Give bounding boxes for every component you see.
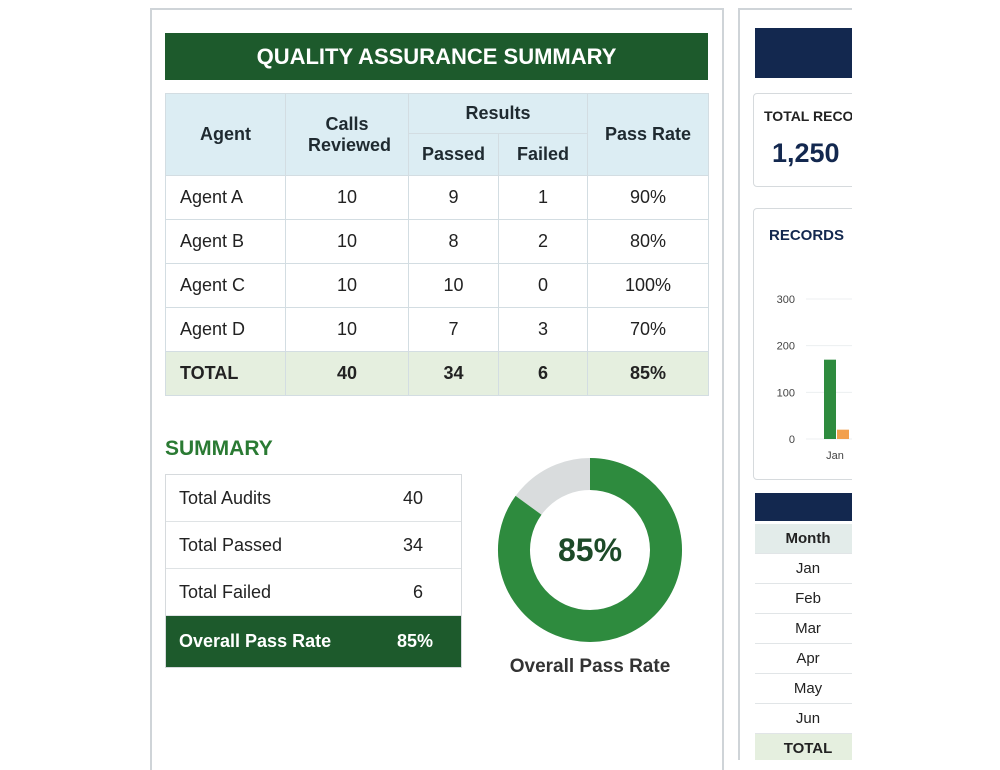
- month-cell: Apr: [755, 644, 852, 674]
- table-cell: Agent C: [165, 263, 286, 308]
- table-cell: 10: [285, 263, 409, 308]
- header-cell: Calls Reviewed: [285, 93, 409, 176]
- summary-cell: 6: [412, 581, 423, 602]
- summary-table: Total Audits 40 Total Passed 34 Total Failed…: [165, 474, 462, 668]
- table-cell: 80%: [587, 219, 709, 264]
- summary-cell: 40: [402, 487, 423, 508]
- records-card: RECORDS 0 100 200 300 Jan: [753, 208, 852, 480]
- header-bar: [755, 28, 852, 78]
- total-row: TOTAL 40 34 6 85%: [165, 351, 709, 396]
- header-cell: Pass Rate: [587, 93, 709, 176]
- month-cell: Mar: [755, 614, 852, 644]
- donut-chart: 85%: [498, 458, 682, 642]
- summary-row: Total Failed 6: [166, 569, 461, 616]
- table-row: Agent C 10 10 0 100%: [165, 263, 709, 308]
- summary-highlight: Overall Pass Rate 85%: [166, 616, 461, 667]
- y-tick-label: 300: [777, 294, 795, 306]
- month-cell: Feb: [755, 584, 852, 614]
- table-cell: 0: [498, 263, 588, 308]
- qa-title: QUALITY ASSURANCE SUMMARY: [165, 33, 708, 80]
- summary-cell: Total Passed: [179, 534, 283, 555]
- header-cell: Failed: [498, 133, 588, 176]
- summary-cell: Overall Pass Rate: [179, 631, 332, 651]
- header-cell: Passed: [408, 133, 499, 176]
- table-cell: 34: [408, 351, 499, 396]
- x-tick-label: Jan: [826, 450, 844, 462]
- table-cell: 100%: [587, 263, 709, 308]
- table-cell: 40: [285, 351, 409, 396]
- month-total: TOTAL: [755, 734, 852, 760]
- table-cell: 10: [285, 219, 409, 264]
- chart-title: RECORDS: [769, 227, 845, 244]
- header-bar: [755, 493, 852, 521]
- table-cell: 10: [285, 175, 409, 220]
- qa-table: Agent Calls Reviewed Results Pass Rate P…: [165, 93, 709, 396]
- table-cell: Agent A: [165, 175, 286, 220]
- summary-cell: Total Audits: [179, 487, 272, 508]
- table-cell: 2: [498, 219, 588, 264]
- summary-cell: 34: [402, 534, 423, 555]
- table-cell: 7: [408, 307, 499, 352]
- donut-arc: [498, 458, 682, 642]
- summary-row: Total Audits 40: [166, 475, 461, 522]
- summary-cell: 85%: [396, 631, 433, 651]
- table-cell: 9: [408, 175, 499, 220]
- header-cell: Agent: [165, 93, 286, 176]
- total-card: TOTAL RECO 1,250: [753, 93, 852, 187]
- donut-caption: Overall Pass Rate: [509, 656, 671, 677]
- donut-label: 85%: [558, 532, 622, 568]
- month-table: Month Jan Feb Mar Apr May Jun TOTAL: [755, 524, 852, 760]
- table-cell: Agent D: [165, 307, 286, 352]
- table-cell: 90%: [587, 175, 709, 220]
- summary-row: Total Passed 34: [166, 522, 461, 569]
- bar-chart: 0 100 200 300 Jan: [777, 294, 852, 462]
- table-cell: TOTAL: [165, 351, 286, 396]
- left-panel: [150, 8, 724, 770]
- page: QUALITY ASSURANCE SUMMARY Agent Calls Re…: [150, 8, 852, 770]
- month-cell: Jan: [755, 554, 852, 584]
- summary-title: SUMMARY: [165, 437, 273, 460]
- table-cell: 6: [498, 351, 588, 396]
- table-cell: 70%: [587, 307, 709, 352]
- table-row: Agent D 10 7 3 70%: [165, 307, 709, 352]
- summary-cell: Total Failed: [179, 581, 272, 602]
- table-cell: 10: [285, 307, 409, 352]
- table-cell: Agent B: [165, 219, 286, 264]
- table-cell: 85%: [587, 351, 709, 396]
- card-value: 1,250: [772, 138, 840, 168]
- table-row: Agent A 10 9 1 90%: [165, 175, 709, 220]
- bar: [837, 429, 849, 439]
- table-row: Agent B 10 8 2 80%: [165, 219, 709, 264]
- y-tick-label: 0: [789, 434, 795, 446]
- right-panel: TOTAL RECO 1,250 RECORDS 0 100 200 300 Jan M…: [738, 8, 852, 760]
- y-tick-label: 100: [777, 387, 795, 399]
- month-header: Month: [755, 524, 852, 554]
- card-label: TOTAL RECO: [764, 108, 852, 124]
- table-cell: 3: [498, 307, 588, 352]
- table-cell: 8: [408, 219, 499, 264]
- month-cell: Jun: [755, 704, 852, 734]
- y-tick-label: 200: [777, 341, 795, 353]
- bar: [824, 359, 836, 439]
- header-cell: Results: [408, 93, 588, 134]
- table-cell: 10: [408, 263, 499, 308]
- table-cell: 1: [498, 175, 588, 220]
- month-cell: May: [755, 674, 852, 704]
